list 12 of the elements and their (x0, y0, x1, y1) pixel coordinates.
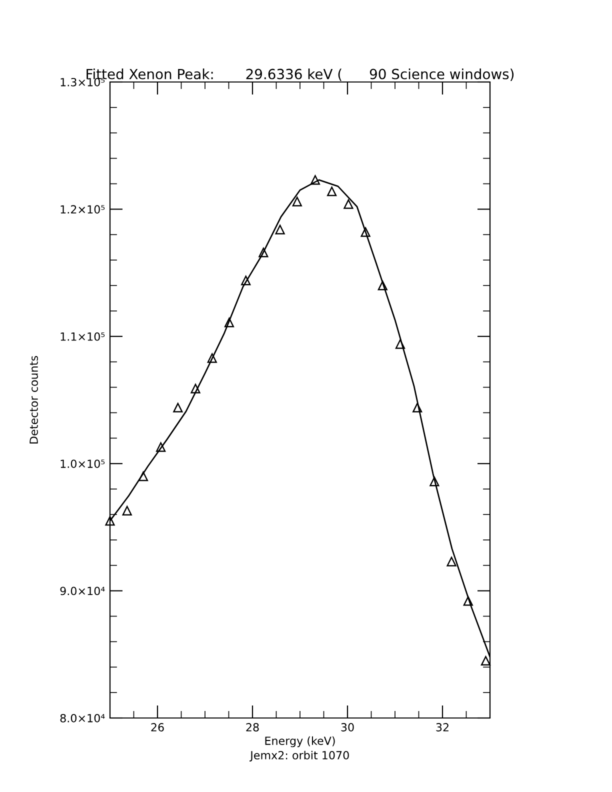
y-tick-label: 9.0×10⁴ (60, 586, 105, 596)
y-tick-label: 1.1×10⁵ (60, 332, 105, 341)
text: Jemx2: orbit 1070 (250, 750, 349, 762)
x-tick-label: 30 (341, 723, 354, 732)
y-tick-label: 1.0×10⁵ (60, 460, 105, 468)
x-tick-label: 28 (246, 723, 259, 732)
x-tick-label: 26 (151, 723, 164, 732)
x-axis-title: Energy (keV) (265, 736, 335, 748)
y-tick-label: 1.2×10⁵ (60, 205, 105, 214)
x-tick-label: 32 (436, 723, 448, 732)
y-axis-title: Detector counts (30, 356, 38, 444)
y-tick-label: 8.0×10⁴ (60, 714, 105, 722)
